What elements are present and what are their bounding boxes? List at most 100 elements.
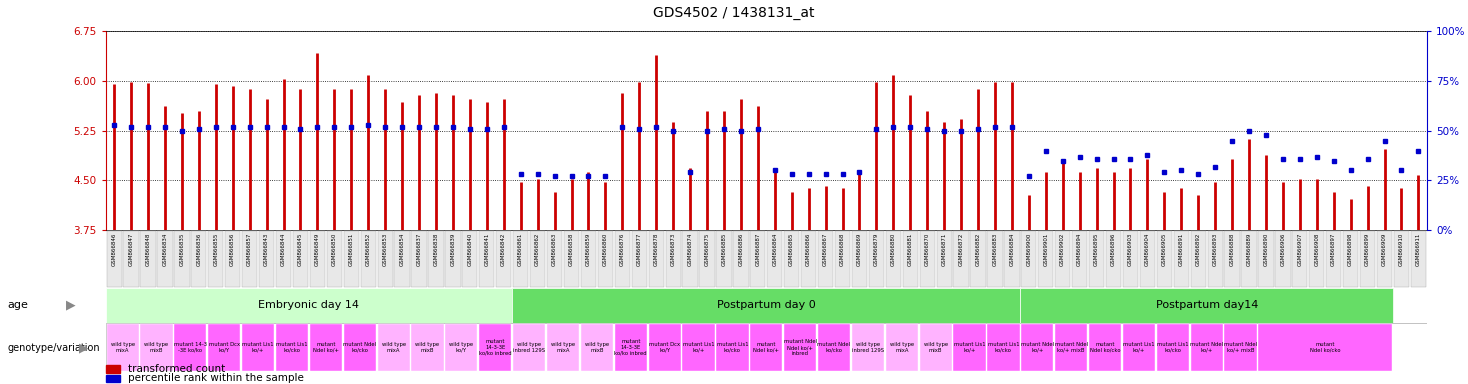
FancyBboxPatch shape — [885, 231, 901, 287]
FancyBboxPatch shape — [1072, 231, 1088, 287]
Text: GSM866869: GSM866869 — [857, 232, 862, 265]
FancyBboxPatch shape — [851, 231, 868, 287]
FancyBboxPatch shape — [445, 231, 461, 287]
Text: GSM866876: GSM866876 — [619, 232, 625, 265]
FancyBboxPatch shape — [276, 324, 308, 371]
FancyBboxPatch shape — [649, 324, 681, 371]
Text: GSM866848: GSM866848 — [145, 232, 151, 265]
Text: GSM866872: GSM866872 — [959, 232, 963, 265]
Text: wild type
mixB: wild type mixB — [415, 342, 439, 353]
FancyBboxPatch shape — [1055, 324, 1088, 371]
FancyBboxPatch shape — [208, 231, 223, 287]
FancyBboxPatch shape — [699, 231, 715, 287]
Text: GSM866853: GSM866853 — [383, 232, 388, 265]
FancyBboxPatch shape — [1258, 324, 1392, 371]
Text: GSM866834: GSM866834 — [163, 232, 167, 265]
Text: Postpartum day14: Postpartum day14 — [1155, 300, 1258, 310]
FancyBboxPatch shape — [242, 324, 275, 371]
Text: GSM866882: GSM866882 — [976, 232, 981, 265]
Text: GSM866839: GSM866839 — [451, 232, 455, 265]
Text: GSM866842: GSM866842 — [501, 232, 506, 265]
Text: GSM866899: GSM866899 — [1365, 232, 1370, 265]
Text: mutant Dcx
ko/Y: mutant Dcx ko/Y — [649, 342, 680, 353]
FancyBboxPatch shape — [548, 324, 578, 371]
Text: GSM866863: GSM866863 — [552, 232, 556, 265]
Text: mutant
14-3-3E
ko/ko inbred: mutant 14-3-3E ko/ko inbred — [615, 339, 647, 356]
Text: GSM869900: GSM869900 — [1026, 232, 1032, 265]
FancyBboxPatch shape — [1191, 324, 1223, 371]
Text: GSM866846: GSM866846 — [112, 232, 116, 265]
Text: GSM866849: GSM866849 — [316, 232, 320, 265]
Text: GSM866908: GSM866908 — [1314, 232, 1320, 265]
Text: GSM866856: GSM866856 — [230, 232, 235, 265]
FancyBboxPatch shape — [1022, 231, 1036, 287]
FancyBboxPatch shape — [1022, 324, 1054, 371]
Text: mutant Ndel
Ndel ko/+
inbred: mutant Ndel Ndel ko/+ inbred — [784, 339, 816, 356]
Text: GSM866861: GSM866861 — [518, 232, 523, 265]
FancyBboxPatch shape — [1089, 231, 1104, 287]
Text: GSM866847: GSM866847 — [129, 232, 134, 265]
Text: mutant Lis1
ko/cko: mutant Lis1 ko/cko — [1157, 342, 1189, 353]
Text: wild type
mixB: wild type mixB — [144, 342, 169, 353]
Text: GSM866905: GSM866905 — [1161, 232, 1167, 265]
Text: GSM866907: GSM866907 — [1298, 232, 1302, 265]
FancyBboxPatch shape — [1359, 231, 1376, 287]
Text: GSM866910: GSM866910 — [1399, 232, 1403, 265]
Text: GSM866841: GSM866841 — [484, 232, 489, 265]
FancyBboxPatch shape — [1276, 231, 1290, 287]
FancyBboxPatch shape — [1343, 231, 1358, 287]
Text: mutant Dcx
ko/Y: mutant Dcx ko/Y — [208, 342, 239, 353]
Text: GSM866896: GSM866896 — [1111, 232, 1116, 265]
FancyBboxPatch shape — [615, 324, 647, 371]
FancyBboxPatch shape — [445, 324, 477, 371]
Text: GSM866897: GSM866897 — [1331, 232, 1336, 265]
FancyBboxPatch shape — [564, 231, 578, 287]
Text: mutant
14-3-3E
ko/ko inbred: mutant 14-3-3E ko/ko inbred — [479, 339, 511, 356]
FancyBboxPatch shape — [970, 231, 985, 287]
FancyBboxPatch shape — [1309, 231, 1324, 287]
FancyBboxPatch shape — [106, 288, 512, 323]
Text: GSM866864: GSM866864 — [772, 232, 777, 265]
FancyBboxPatch shape — [1157, 324, 1189, 371]
Text: mutant
Ndel ko/cko: mutant Ndel ko/cko — [1089, 342, 1120, 353]
FancyBboxPatch shape — [479, 324, 511, 371]
FancyBboxPatch shape — [1105, 231, 1122, 287]
FancyBboxPatch shape — [1038, 231, 1054, 287]
Text: GSM866860: GSM866860 — [603, 232, 608, 265]
Text: GSM866859: GSM866859 — [586, 232, 592, 265]
FancyBboxPatch shape — [327, 231, 342, 287]
FancyBboxPatch shape — [1004, 231, 1019, 287]
FancyBboxPatch shape — [292, 231, 308, 287]
Text: genotype/variation: genotype/variation — [7, 343, 100, 353]
FancyBboxPatch shape — [1173, 231, 1189, 287]
Text: GSM866854: GSM866854 — [399, 232, 405, 265]
FancyBboxPatch shape — [1242, 231, 1257, 287]
Text: GSM866881: GSM866881 — [907, 232, 913, 265]
Text: age: age — [7, 300, 28, 310]
FancyBboxPatch shape — [107, 231, 122, 287]
FancyBboxPatch shape — [919, 324, 951, 371]
FancyBboxPatch shape — [377, 231, 393, 287]
Text: wild type
inbred 129S: wild type inbred 129S — [514, 342, 545, 353]
Text: GSM866883: GSM866883 — [992, 232, 997, 265]
FancyBboxPatch shape — [919, 231, 935, 287]
FancyBboxPatch shape — [1292, 231, 1308, 287]
FancyBboxPatch shape — [141, 231, 156, 287]
FancyBboxPatch shape — [818, 324, 850, 371]
Text: GSM866857: GSM866857 — [247, 232, 252, 265]
FancyBboxPatch shape — [631, 231, 647, 287]
Text: wild type
mixA: wild type mixA — [110, 342, 135, 353]
FancyBboxPatch shape — [175, 324, 207, 371]
FancyBboxPatch shape — [242, 231, 257, 287]
Text: mutant Lis1
ko/+: mutant Lis1 ko/+ — [242, 342, 275, 353]
Text: GSM866873: GSM866873 — [671, 232, 675, 265]
FancyBboxPatch shape — [835, 231, 850, 287]
Text: GSM866874: GSM866874 — [687, 232, 693, 265]
Text: wild type
inbred 129S: wild type inbred 129S — [851, 342, 884, 353]
FancyBboxPatch shape — [361, 231, 376, 287]
FancyBboxPatch shape — [225, 231, 241, 287]
Bar — [106, 375, 120, 382]
Text: GSM866894: GSM866894 — [1078, 232, 1082, 265]
FancyBboxPatch shape — [208, 324, 241, 371]
FancyBboxPatch shape — [462, 231, 477, 287]
